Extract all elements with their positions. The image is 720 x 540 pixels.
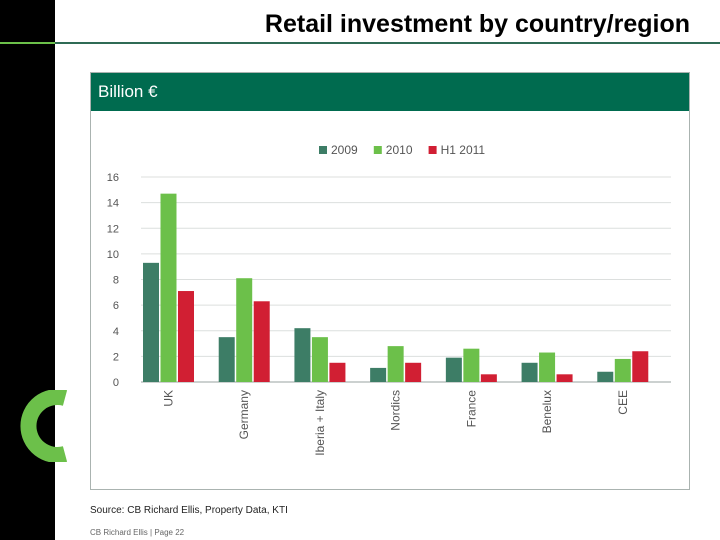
- bar-chart: 0 2 4 6 8 10 12 14 16 UK Germany Iberia + Italy Nord…: [107, 143, 671, 456]
- y-tick-label: 6: [113, 300, 119, 312]
- bar-2010: [160, 193, 177, 382]
- x-category-label: Iberia + Italy: [313, 390, 327, 456]
- bar-2010: [311, 337, 328, 382]
- x-category-label: Germany: [237, 390, 251, 439]
- y-tick-label: 8: [113, 275, 119, 287]
- chart-panel: Billion € 0 2 4 6 8 10 12 14 16 UK Germany Iberia +…: [90, 72, 690, 490]
- unit-label: Billion €: [98, 82, 158, 101]
- y-tick-label: 0: [113, 377, 119, 389]
- bar-2009: [445, 357, 462, 382]
- green-ring-logo-icon: [20, 390, 68, 462]
- bar-2010: [614, 358, 631, 382]
- x-category-label: UK: [162, 390, 176, 407]
- bar-h1-2011: [253, 301, 270, 382]
- bar-2010: [236, 278, 253, 382]
- legend-label: 2009: [331, 143, 358, 157]
- page-footer: CB Richard Ellis | Page 22: [90, 528, 185, 537]
- header-divider: [0, 42, 720, 44]
- header-divider-accent: [0, 42, 55, 44]
- bar-2009: [143, 262, 159, 382]
- y-tick-label: 2: [113, 351, 119, 363]
- bar-h1-2011: [632, 351, 649, 382]
- bar-h1-2011: [178, 291, 194, 382]
- y-tick-label: 10: [107, 249, 119, 261]
- bar-2010: [387, 346, 404, 382]
- bar-2010: [463, 348, 480, 382]
- legend-swatch: [319, 146, 327, 154]
- x-category-label: CEE: [616, 390, 630, 415]
- bar-h1-2011: [329, 362, 346, 382]
- bar-2009: [294, 328, 311, 382]
- legend-swatch: [373, 146, 382, 154]
- x-category-label: Nordics: [389, 390, 403, 431]
- legend-label: H1 2011: [441, 143, 486, 157]
- y-tick-label: 4: [113, 326, 119, 338]
- page-title: Retail investment by country/region: [264, 10, 690, 38]
- bar-2009: [370, 367, 387, 382]
- x-category-label: France: [464, 390, 478, 428]
- bar-2009: [218, 337, 235, 382]
- y-tick-label: 12: [107, 223, 119, 235]
- bar-2009: [521, 362, 538, 382]
- y-tick-label: 14: [107, 198, 119, 210]
- y-tick-label: 16: [107, 172, 119, 184]
- legend-label: 2010: [386, 143, 413, 157]
- chart-panel-header: Billion €: [91, 73, 689, 111]
- bar-h1-2011: [556, 374, 573, 382]
- source-note: Source: CB Richard Ellis, Property Data,…: [90, 505, 288, 516]
- x-category-label: Benelux: [540, 390, 554, 433]
- bar-2009: [597, 371, 614, 382]
- legend-swatch: [428, 146, 437, 154]
- bar-2010: [539, 352, 556, 382]
- bar-h1-2011: [405, 362, 422, 382]
- bar-h1-2011: [480, 374, 497, 382]
